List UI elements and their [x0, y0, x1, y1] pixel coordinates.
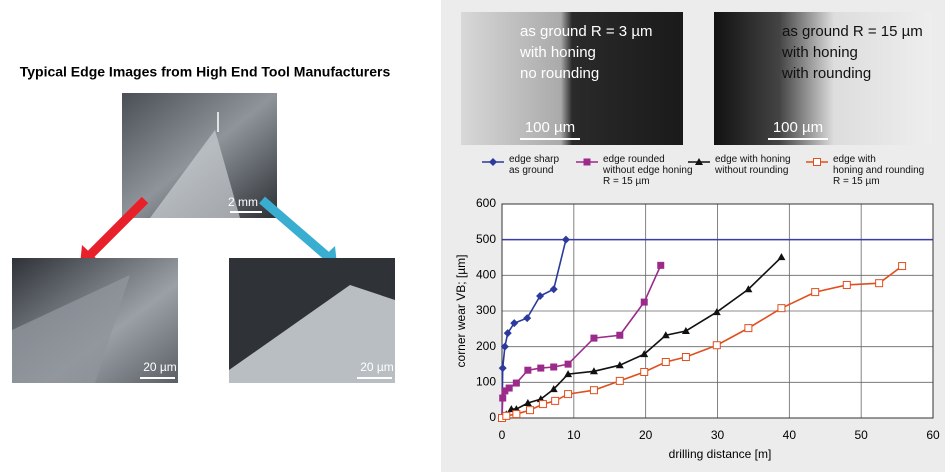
point [512, 410, 521, 419]
legend-entry: edge with honing and rounding R = 15 µm [833, 154, 925, 187]
point [842, 280, 851, 289]
image-caption: with rounding [781, 65, 871, 82]
y-tick-label: 200 [476, 339, 496, 353]
point [523, 314, 532, 323]
x-tick-label: 0 [499, 428, 506, 442]
series-line [501, 256, 782, 419]
point [536, 292, 545, 301]
point [499, 394, 507, 402]
point [564, 390, 573, 399]
point [681, 353, 690, 362]
point [503, 329, 512, 338]
point [640, 367, 649, 376]
point [502, 411, 511, 420]
y-axis-label: corner wear VB; [µm] [454, 255, 468, 368]
x-tick-label: 50 [854, 428, 868, 442]
point [489, 158, 497, 166]
sem-photo-1 [461, 12, 683, 145]
point [712, 341, 721, 350]
point [615, 376, 624, 385]
y-tick-label: 300 [476, 303, 496, 317]
point [744, 324, 753, 333]
point [564, 370, 573, 378]
point [551, 396, 560, 405]
scale-label: 100 µm [773, 119, 823, 136]
blue-arrow [259, 196, 331, 261]
sem-photo-2 [714, 12, 932, 145]
point [523, 399, 532, 407]
edge-right-shape [229, 285, 395, 383]
point [524, 366, 532, 374]
scale-label: 20 µm [360, 360, 394, 374]
image-caption: as ground R = 3 µm [520, 23, 652, 40]
point [712, 308, 721, 316]
tool-edge [150, 130, 240, 218]
y-tick-label: 600 [476, 196, 496, 210]
point [616, 331, 624, 339]
point [875, 279, 884, 288]
point [583, 158, 591, 166]
point [498, 364, 507, 373]
y-tick-label: 400 [476, 268, 496, 282]
point [505, 384, 513, 392]
point [526, 406, 535, 415]
point [501, 387, 509, 395]
point [681, 326, 690, 334]
x-tick-label: 10 [567, 428, 581, 442]
x-tick-label: 40 [783, 428, 797, 442]
point [657, 261, 665, 269]
point [589, 367, 598, 375]
scale-label: 20 µm [143, 360, 177, 374]
point [500, 342, 509, 351]
point [512, 379, 520, 387]
y-tick-label: 0 [489, 410, 496, 424]
point [811, 288, 820, 297]
x-tick-label: 20 [639, 428, 653, 442]
image-caption: with honing [781, 44, 858, 61]
point [695, 158, 703, 165]
image-caption: with honing [519, 44, 596, 61]
point [564, 360, 572, 368]
point [777, 253, 786, 261]
red-arrow [84, 196, 149, 261]
plot-frame [501, 203, 934, 419]
scale-label: 100 µm [525, 119, 575, 136]
point [777, 304, 786, 313]
y-tick-label: 100 [476, 375, 496, 389]
image-caption: as ground R = 15 µm [782, 23, 923, 40]
scale-label: 2 mm [228, 195, 258, 209]
point [550, 363, 558, 371]
legend-entry: edge rounded without edge honing R = 15 … [603, 154, 693, 187]
point [615, 361, 624, 369]
legend-entry: edge sharp as ground [509, 154, 560, 176]
point [510, 319, 519, 328]
point [549, 385, 558, 393]
point [898, 262, 907, 271]
point [538, 400, 547, 409]
point [661, 331, 670, 339]
point [661, 358, 670, 367]
x-tick-label: 30 [711, 428, 725, 442]
point [561, 235, 570, 244]
x-axis-label: drilling distance [m] [669, 447, 772, 461]
left-title: Typical Edge Images from High End Tool M… [20, 64, 391, 80]
point [640, 298, 648, 306]
y-tick-label: 500 [476, 232, 496, 246]
legend-entry: edge with honing without rounding [715, 154, 791, 176]
point [813, 158, 821, 166]
point [640, 350, 649, 358]
point [537, 364, 545, 372]
point [549, 285, 558, 294]
x-tick-label: 60 [926, 428, 940, 442]
point [744, 285, 753, 293]
edge-left-shape [12, 275, 130, 383]
point [589, 386, 598, 395]
image-caption: no rounding [520, 65, 599, 82]
point [590, 334, 598, 342]
